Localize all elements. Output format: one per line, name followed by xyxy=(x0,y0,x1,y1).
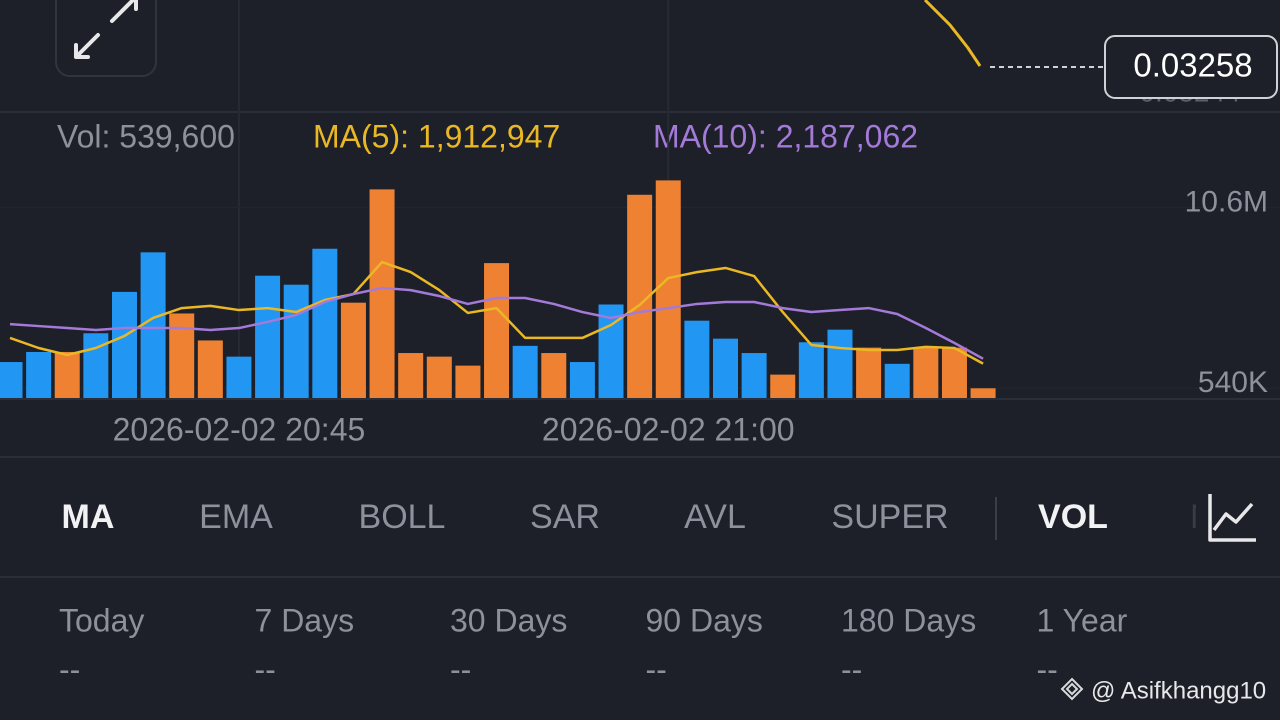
price-label: 0.03258 xyxy=(1133,47,1252,84)
volume-bar xyxy=(512,345,538,398)
volume-bar xyxy=(741,353,767,398)
volume-legend: Vol: 539,600 xyxy=(57,118,235,154)
stat-label: 7 Days xyxy=(255,602,355,638)
stat-label: 30 Days xyxy=(450,602,567,638)
expand-frame xyxy=(55,0,157,77)
volume-bar xyxy=(0,362,23,398)
volume-bar xyxy=(369,189,395,398)
watermark: @ Asifkhangg10 xyxy=(1091,677,1266,704)
volume-bar xyxy=(655,180,681,398)
indicator-tab[interactable]: SUPER xyxy=(831,498,948,536)
ma5-legend: MA(5): 1,912,947 xyxy=(313,118,560,154)
volume-bar xyxy=(140,252,166,398)
indicator-tab[interactable]: AVL xyxy=(684,498,746,536)
volume-bar xyxy=(226,356,252,398)
volume-bar xyxy=(484,263,510,398)
x-tick-label: 2026-02-02 20:45 xyxy=(113,411,366,447)
stat-label: Today xyxy=(59,602,144,638)
stat-label: 180 Days xyxy=(841,602,976,638)
volume-bar xyxy=(312,248,338,398)
volume-bar xyxy=(54,351,80,398)
indicator-tab[interactable]: SAR xyxy=(530,498,600,536)
y-tick-label: 540K xyxy=(1198,366,1268,399)
stat-value: -- xyxy=(1037,651,1058,687)
stat-value: -- xyxy=(646,651,667,687)
volume-bar xyxy=(913,347,939,398)
volume-bar xyxy=(856,347,882,398)
stat-label: 1 Year xyxy=(1037,602,1128,638)
stat-value: -- xyxy=(255,651,276,687)
expand-icon xyxy=(74,0,138,59)
expand-button[interactable] xyxy=(55,0,157,77)
volume-bar xyxy=(340,302,366,398)
price-tag xyxy=(1104,35,1278,99)
volume-bar xyxy=(970,388,996,398)
volume-bar xyxy=(426,356,452,398)
ma10-legend: MA(10): 2,187,062 xyxy=(653,118,918,154)
x-tick-label: 2026-02-02 21:00 xyxy=(542,411,795,447)
y-tick-label: 10.6M xyxy=(1185,185,1268,218)
volume-bar xyxy=(827,329,853,398)
volume-bar xyxy=(798,342,824,398)
chart-settings-icon[interactable] xyxy=(1208,494,1256,542)
volume-bar xyxy=(941,347,967,398)
price-line xyxy=(923,0,982,67)
stat-label: 90 Days xyxy=(646,602,763,638)
indicator-tab[interactable]: MA xyxy=(62,498,115,536)
stats-row: Today -- 7 Days -- 30 Days -- 90 Days -- 180 Day… xyxy=(59,602,1128,687)
volume-bar xyxy=(197,340,223,398)
volume-bar xyxy=(255,275,281,398)
watermark-logo xyxy=(1060,677,1084,701)
volume-chart: 2026-02-02 20:45 2026-02-02 21:00 540K 10.6… xyxy=(0,0,1280,447)
volume-bar xyxy=(398,353,424,398)
volume-bar xyxy=(541,353,567,398)
volume-bar xyxy=(884,363,910,398)
volume-bar xyxy=(684,320,710,398)
indicator-tab[interactable]: EMA xyxy=(199,498,273,536)
volume-bar xyxy=(169,313,195,398)
indicator-tab[interactable]: VOL xyxy=(1038,498,1108,536)
volume-bar xyxy=(770,374,796,398)
volume-bar xyxy=(713,338,738,398)
volume-bar xyxy=(455,365,481,398)
ma-line xyxy=(9,260,984,365)
volume-bar xyxy=(569,362,595,398)
ma-line xyxy=(9,286,984,360)
volume-bar xyxy=(283,284,309,398)
stat-value: -- xyxy=(841,651,862,687)
stat-value: -- xyxy=(450,651,471,687)
volume-bar xyxy=(26,351,52,398)
stat-value: -- xyxy=(59,651,80,687)
volume-bar xyxy=(111,291,137,398)
indicator-tab[interactable]: BOLL xyxy=(359,498,446,536)
